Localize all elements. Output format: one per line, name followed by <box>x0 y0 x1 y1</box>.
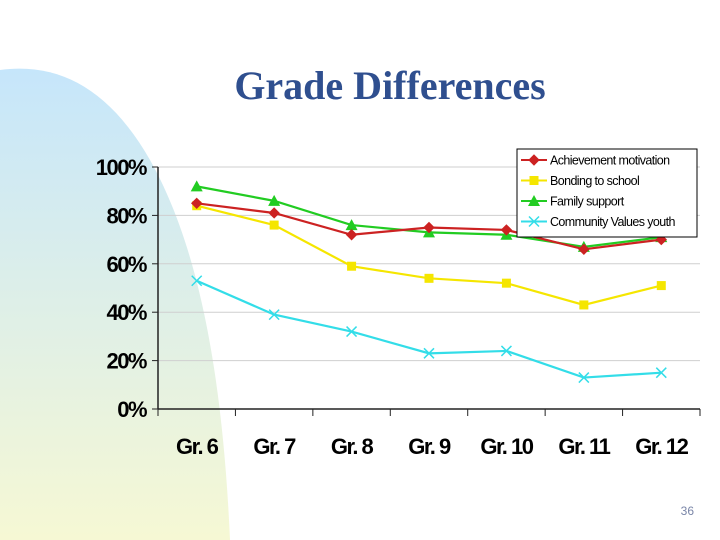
data-point-community-values-youth <box>191 275 203 287</box>
x-tick-label: Gr. 12 <box>635 434 688 459</box>
y-tick-label: 0% <box>117 397 147 422</box>
data-point-community-values-youth-stroke-b <box>578 372 590 384</box>
x-tick-label: Gr. 8 <box>331 434 374 459</box>
legend-label-community-values-youth: Community Values youth <box>550 215 675 229</box>
data-point-achievement-motivation <box>423 221 435 234</box>
data-point-community-values-youth <box>346 326 358 338</box>
data-point-community-values-youth <box>423 347 435 359</box>
legend-marker-bonding-to-school <box>529 176 539 185</box>
legend-marker-community-values-youth-stroke-b <box>528 215 540 228</box>
data-point-bonding-to-school <box>656 281 666 291</box>
data-point-family-support <box>190 180 203 192</box>
y-tick-label: 20% <box>106 349 146 374</box>
data-point-achievement-motivation <box>500 224 513 236</box>
legend-marker-achievement-motivation <box>528 154 540 166</box>
x-tick-label: Gr. 9 <box>408 434 451 459</box>
data-point-achievement-motivation <box>345 229 358 241</box>
data-point-bonding-to-school <box>501 278 511 288</box>
chart-axes: 0% 20% 40% 60% 80% 100% Gr. 6 Gr. 7 Gr. 8 Gr. 9 Gr… <box>96 155 701 459</box>
data-point-achievement-motivation <box>578 243 590 255</box>
legend-label-family-support: Family support <box>550 195 625 209</box>
data-point-community-values-youth-stroke-b <box>191 275 203 287</box>
legend-label-bonding-to-school: Bonding to school <box>550 174 639 188</box>
legend-label-achievement-motivation: Achievement motivation <box>550 154 670 168</box>
data-point-bonding-to-school <box>579 300 589 310</box>
data-point-community-values-youth-stroke-b <box>346 326 358 338</box>
x-tick-label: Gr. 7 <box>253 434 296 459</box>
x-tick-label: Gr. 10 <box>480 434 533 459</box>
legend-marker-family-support <box>528 195 540 206</box>
data-point-community-values-youth-stroke-b <box>500 345 512 357</box>
data-point-community-values-youth-stroke-b <box>655 367 667 379</box>
slide-title: Grade Differences <box>234 63 546 108</box>
y-tick-label: 60% <box>106 252 146 277</box>
data-point-achievement-motivation <box>268 207 280 219</box>
x-tick-label: Gr. 6 <box>176 434 219 459</box>
page-number: 36 <box>680 504 694 518</box>
data-point-community-values-youth <box>500 345 512 357</box>
data-point-bonding-to-school <box>347 261 357 271</box>
legend-marker-community-values-youth <box>528 215 540 228</box>
data-point-community-values-youth-stroke-b <box>268 309 280 321</box>
data-point-bonding-to-school <box>269 220 279 230</box>
chart-legend: Achievement motivation Bonding to school F… <box>516 148 698 238</box>
series-line-community-values-youth <box>196 279 662 379</box>
data-point-achievement-motivation <box>191 197 203 210</box>
y-tick-label: 40% <box>106 300 146 325</box>
data-point-community-values-youth <box>578 372 590 384</box>
data-point-family-support <box>268 194 281 206</box>
x-tick-label: Gr. 11 <box>558 434 610 459</box>
data-point-community-values-youth-stroke-b <box>423 347 435 359</box>
y-tick-label: 80% <box>106 203 146 228</box>
data-point-community-values-youth <box>655 367 667 379</box>
data-point-family-support <box>345 219 358 231</box>
chart-series <box>190 180 668 384</box>
y-tick-label: 100% <box>96 155 147 180</box>
data-point-bonding-to-school <box>424 273 434 283</box>
data-point-community-values-youth <box>268 309 280 321</box>
